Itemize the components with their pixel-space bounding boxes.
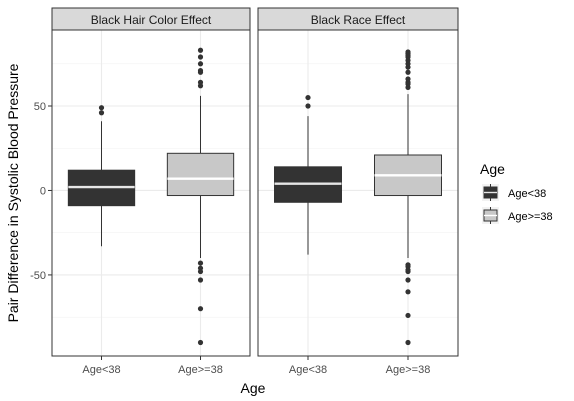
outlier-point <box>197 61 204 67</box>
outlier-point <box>305 94 311 101</box>
outlier-point <box>197 306 204 312</box>
x-tick-label: Age>=38 <box>386 364 431 376</box>
outlier-point <box>98 105 105 111</box>
x-tick-label: Age>=38 <box>178 364 223 376</box>
outlier-point <box>405 268 411 275</box>
outlier-point <box>197 260 204 266</box>
outlier-point <box>405 277 411 283</box>
box-age-under-38 <box>274 94 342 255</box>
outlier-point <box>197 277 204 283</box>
outlier-point <box>197 79 204 85</box>
outlier-point <box>197 54 204 60</box>
outlier-point <box>305 103 311 109</box>
facet-panel: Black Hair Color Effect Age<38 Age>=38 <box>51 7 251 376</box>
box-body <box>166 152 235 197</box>
outlier-point <box>405 339 411 346</box>
outlier-point <box>197 339 204 346</box>
box-age-38-plus <box>166 47 235 346</box>
panel-border <box>51 29 251 357</box>
facet-strip-title: Black Hair Color Effect <box>91 13 212 27</box>
outlier-point <box>98 110 105 116</box>
outlier-point <box>405 312 411 319</box>
outlier-point <box>405 76 411 82</box>
x-axis-title: Age <box>241 380 266 396</box>
outlier-point <box>405 69 411 75</box>
legend-title: Age <box>480 161 505 177</box>
y-tick-label: -50 <box>30 270 46 282</box>
outlier-point <box>197 268 204 275</box>
legend-label: Age<38 <box>508 188 546 200</box>
x-tick-label: Age<38 <box>289 364 327 376</box>
facet-panel: Black Race Effect Age<38 Age>=38 <box>257 7 459 376</box>
y-tick-label: 50 <box>34 101 46 113</box>
panel-border <box>257 29 459 357</box>
outlier-point <box>197 67 204 74</box>
y-tick-label: 0 <box>40 185 46 197</box>
box-age-38-plus <box>374 49 442 346</box>
x-tick-label: Age<38 <box>82 364 120 376</box>
legend-label: Age>=38 <box>508 211 553 223</box>
y-axis-title: Pair Difference in Systolic Blood Pressu… <box>5 63 21 322</box>
box-age-under-38 <box>67 105 136 247</box>
facet-strip-title: Black Race Effect <box>311 13 406 27</box>
outlier-point <box>197 47 204 53</box>
outlier-point <box>405 289 411 295</box>
legend: Age<38 Age>=38 <box>482 184 553 224</box>
outlier-point <box>405 49 411 55</box>
